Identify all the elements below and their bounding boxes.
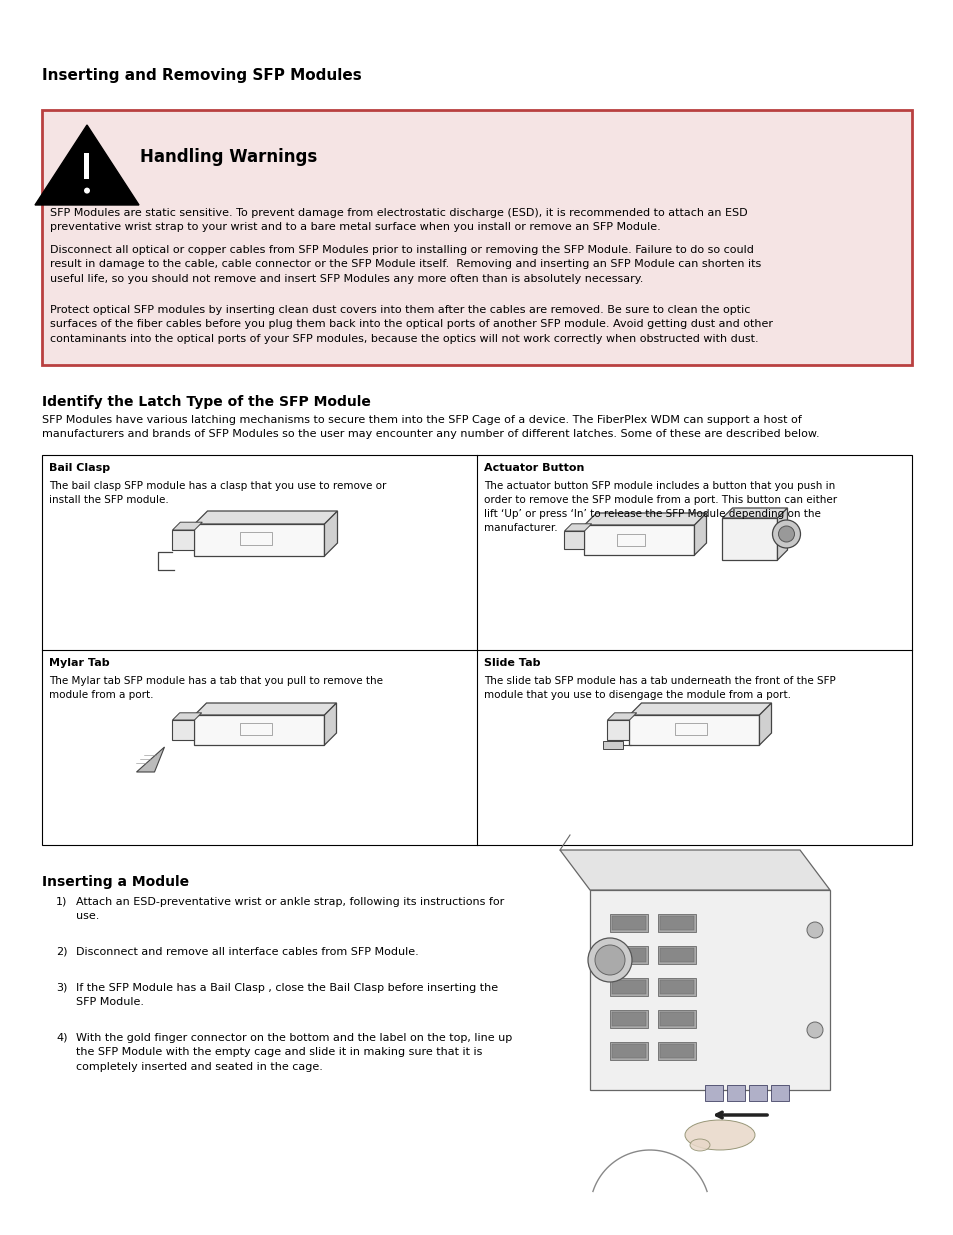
Text: Handling Warnings: Handling Warnings — [140, 148, 317, 165]
Text: Disconnect and remove all interface cables from SFP Module.: Disconnect and remove all interface cabl… — [76, 947, 418, 957]
Circle shape — [806, 923, 822, 939]
Polygon shape — [629, 703, 771, 715]
Bar — [589, 890, 829, 1091]
Text: The bail clasp SFP module has a clasp that you use to remove or
install the SFP : The bail clasp SFP module has a clasp th… — [49, 480, 386, 505]
Bar — [612, 1011, 645, 1026]
Bar — [584, 525, 694, 555]
Ellipse shape — [689, 1139, 709, 1151]
Bar — [617, 534, 644, 546]
Bar — [659, 981, 693, 994]
Bar — [564, 531, 584, 550]
Polygon shape — [559, 850, 829, 890]
Polygon shape — [172, 522, 202, 530]
Bar — [659, 916, 693, 930]
Text: Protect optical SFP modules by inserting clean dust covers into them after the c: Protect optical SFP modules by inserting… — [50, 305, 772, 343]
Circle shape — [772, 520, 800, 548]
Bar — [609, 1042, 647, 1060]
Polygon shape — [777, 508, 786, 559]
Text: Mylar Tab: Mylar Tab — [49, 658, 110, 668]
Bar — [612, 948, 645, 962]
Text: 3): 3) — [56, 983, 68, 993]
Bar — [85, 153, 90, 179]
Text: 1): 1) — [56, 897, 68, 906]
Polygon shape — [759, 703, 771, 745]
Bar — [172, 530, 194, 550]
Bar — [659, 1044, 693, 1058]
Text: 2): 2) — [56, 947, 68, 957]
Text: Slide Tab: Slide Tab — [483, 658, 540, 668]
Circle shape — [587, 939, 631, 982]
Text: The Mylar tab SFP module has a tab that you pull to remove the
module from a por: The Mylar tab SFP module has a tab that … — [49, 676, 382, 700]
Bar — [704, 1086, 722, 1100]
Ellipse shape — [684, 1120, 754, 1150]
Bar — [194, 524, 324, 556]
Circle shape — [806, 1023, 822, 1037]
Bar — [612, 916, 645, 930]
Bar — [658, 1042, 696, 1060]
Bar — [607, 720, 629, 740]
Bar — [658, 1010, 696, 1028]
Circle shape — [778, 526, 794, 542]
Polygon shape — [721, 508, 786, 517]
Bar — [612, 1044, 645, 1058]
Text: Actuator Button: Actuator Button — [483, 463, 584, 473]
Text: Identify the Latch Type of the SFP Module: Identify the Latch Type of the SFP Modul… — [42, 395, 371, 409]
Bar — [609, 978, 647, 995]
Bar — [675, 722, 707, 735]
Text: Inserting a Module: Inserting a Module — [42, 876, 189, 889]
Polygon shape — [136, 747, 164, 772]
Bar — [42, 454, 911, 845]
Bar — [658, 978, 696, 995]
Text: Disconnect all optical or copper cables from SFP Modules prior to installing or : Disconnect all optical or copper cables … — [50, 245, 760, 284]
Polygon shape — [172, 713, 201, 720]
Bar — [770, 1086, 788, 1100]
Bar — [172, 720, 194, 740]
Text: SFP Modules have various latching mechanisms to secure them into the SFP Cage of: SFP Modules have various latching mechan… — [42, 415, 819, 440]
Bar — [658, 914, 696, 932]
Polygon shape — [194, 703, 336, 715]
Text: With the gold finger connector on the bottom and the label on the top, line up
t: With the gold finger connector on the bo… — [76, 1032, 512, 1072]
Text: SFP Modules are static sensitive. To prevent damage from electrostatic discharge: SFP Modules are static sensitive. To pre… — [50, 207, 747, 232]
Bar — [612, 981, 645, 994]
Bar — [240, 532, 273, 545]
Bar — [609, 1010, 647, 1028]
Bar — [658, 946, 696, 965]
Polygon shape — [324, 703, 336, 745]
Bar — [42, 110, 911, 366]
Bar — [194, 715, 324, 745]
Bar — [726, 1086, 744, 1100]
Circle shape — [84, 188, 90, 194]
Text: Bail Clasp: Bail Clasp — [49, 463, 110, 473]
Polygon shape — [584, 513, 706, 525]
Circle shape — [595, 945, 624, 974]
Bar — [609, 946, 647, 965]
Polygon shape — [607, 713, 636, 720]
Text: If the SFP Module has a Bail Clasp , close the Bail Clasp before inserting the
S: If the SFP Module has a Bail Clasp , clo… — [76, 983, 497, 1008]
Polygon shape — [564, 524, 591, 531]
Text: 4): 4) — [56, 1032, 68, 1044]
Bar — [659, 1011, 693, 1026]
Bar — [603, 741, 623, 748]
Text: The actuator button SFP module includes a button that you push in
order to remov: The actuator button SFP module includes … — [483, 480, 836, 534]
Bar — [609, 914, 647, 932]
Polygon shape — [35, 125, 139, 205]
Text: Inserting and Removing SFP Modules: Inserting and Removing SFP Modules — [42, 68, 361, 83]
Polygon shape — [324, 511, 337, 556]
Bar — [748, 1086, 766, 1100]
Polygon shape — [694, 513, 706, 555]
Bar — [240, 722, 273, 735]
Text: Attach an ESD-preventative wrist or ankle strap, following its instructions for
: Attach an ESD-preventative wrist or ankl… — [76, 897, 504, 921]
Bar — [659, 948, 693, 962]
Text: The slide tab SFP module has a tab underneath the front of the SFP
module that y: The slide tab SFP module has a tab under… — [483, 676, 835, 700]
Polygon shape — [194, 511, 337, 524]
Bar — [721, 517, 777, 559]
Bar — [629, 715, 759, 745]
